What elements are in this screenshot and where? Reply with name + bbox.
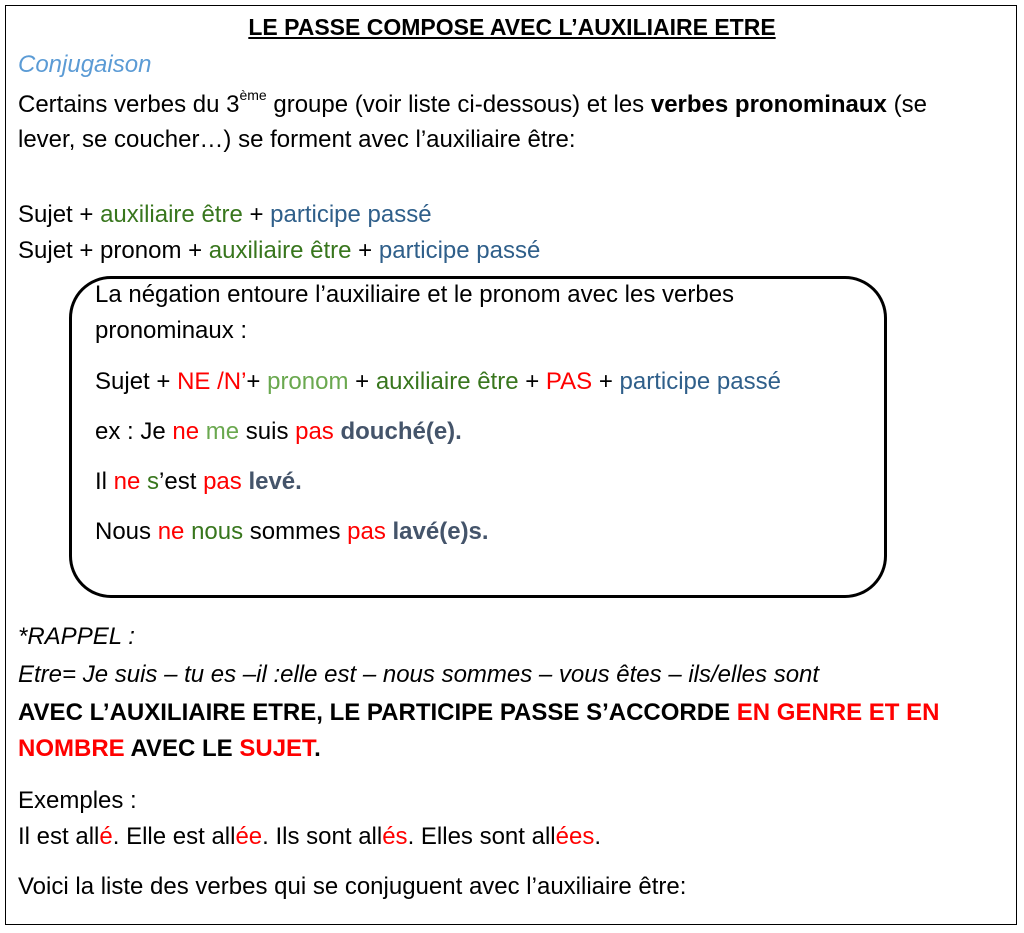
rule-caps-nombre: NOMBRE bbox=[18, 735, 125, 762]
negation-line-2: pronominaux : bbox=[95, 317, 248, 344]
ex2-pronoun: s bbox=[147, 468, 160, 495]
page-title: LE PASSE COMPOSE AVEC L’AUXILIAIRE ETRE bbox=[248, 14, 776, 40]
formula-1-aux: auxiliaire être bbox=[100, 201, 243, 228]
rule-caps-genre: EN GENRE ET EN bbox=[736, 699, 940, 726]
closing-line: Voici la liste des verbes qui se conjugu… bbox=[18, 873, 687, 900]
intro-line-2: lever, se coucher…) se forment avec l’au… bbox=[18, 126, 576, 153]
example-3-stem: . Ils sont all bbox=[262, 823, 383, 850]
ex2-pas: pas bbox=[203, 468, 242, 495]
negation-example-1: ex : Je ne me suis pas douché(e). bbox=[95, 417, 462, 447]
formula-2-aux: auxiliaire être bbox=[208, 237, 352, 264]
formula-2-subject: Sujet + pronom + bbox=[18, 237, 209, 264]
ex3-ne: ne bbox=[157, 518, 185, 545]
negation-example-2: Il ne s’est pas levé. bbox=[95, 467, 302, 497]
examples-heading: Exemples : bbox=[18, 787, 137, 814]
example-3-ending: és bbox=[382, 823, 408, 850]
rule-caps-text-b: AVEC LE bbox=[124, 735, 240, 762]
formula-1-plus: + bbox=[242, 201, 271, 228]
rule-aux: auxiliaire être bbox=[375, 368, 519, 395]
intro-text-b: groupe (voir liste ci-dessous) et les bbox=[266, 91, 651, 118]
document-frame bbox=[5, 5, 1017, 925]
formula-1-subject: Sujet + bbox=[18, 201, 101, 228]
example-4-stem: . Elles sont all bbox=[407, 823, 556, 850]
example-2-ending: ée bbox=[235, 823, 263, 850]
formula-2-plus: + bbox=[351, 237, 379, 264]
negation-example-3: Nous ne nous sommes pas lavé(e)s. bbox=[95, 517, 489, 547]
example-1-stem: Il est all bbox=[18, 823, 100, 850]
rule-pronom: pronom bbox=[267, 368, 349, 395]
ex1-space-1 bbox=[199, 418, 206, 445]
ex1-verb: douché(e). bbox=[340, 418, 462, 445]
ex3-verb: lavé(e)s. bbox=[392, 518, 489, 545]
formula-1: Sujet + auxiliaire être + participe pass… bbox=[18, 200, 432, 230]
negation-rule: Sujet + NE /N’+ pronom + auxiliaire être… bbox=[95, 367, 781, 397]
rule-caps-line-2: NOMBRE AVEC LE SUJET. bbox=[18, 734, 321, 764]
rule-caps-period: . bbox=[314, 735, 321, 762]
rule-caps-line-1: AVEC L’AUXILIAIRE ETRE, LE PARTICIPE PAS… bbox=[18, 698, 939, 728]
example-4-period: . bbox=[594, 823, 602, 850]
rule-caps-sujet: SUJET bbox=[239, 735, 315, 762]
ex3-text-a: Nous bbox=[95, 518, 158, 545]
rule-plus-2: + bbox=[348, 368, 376, 395]
ex1-pas: pas bbox=[295, 418, 334, 445]
formula-2: Sujet + pronom + auxiliaire être + parti… bbox=[18, 236, 540, 266]
example-1-ending: é bbox=[99, 823, 113, 850]
formula-2-participle: participe passé bbox=[378, 237, 541, 264]
rule-caps-text-a: AVEC L’AUXILIAIRE ETRE, LE PARTICIPE PAS… bbox=[18, 699, 737, 726]
intro-line-1: Certains verbes du 3ème groupe (voir lis… bbox=[18, 87, 927, 120]
rule-subject: Sujet + bbox=[95, 368, 178, 395]
ex3-pas: pas bbox=[347, 518, 386, 545]
examples-line: Il est allé. Elle est allée. Ils sont al… bbox=[18, 822, 601, 852]
rappel-conjugation: Etre= Je suis – tu es –il :elle est – no… bbox=[18, 661, 820, 688]
ex1-ne: ne bbox=[172, 418, 200, 445]
example-2-stem: . Elle est all bbox=[112, 823, 236, 850]
intro-superscript: ème bbox=[239, 87, 267, 103]
ex1-text-a: ex : Je bbox=[95, 418, 173, 445]
ex2-text-b: ’est bbox=[159, 468, 204, 495]
section-subtitle: Conjugaison bbox=[18, 51, 152, 78]
ex2-verb: levé. bbox=[248, 468, 302, 495]
rappel-heading: *RAPPEL : bbox=[18, 623, 135, 650]
ex3-text-b: sommes bbox=[243, 518, 348, 545]
rule-participle: participe passé bbox=[619, 368, 781, 395]
negation-box bbox=[69, 276, 887, 598]
intro-text-c: (se bbox=[886, 91, 927, 118]
ex2-ne: ne bbox=[113, 468, 141, 495]
rule-plus-3: + bbox=[518, 368, 546, 395]
ex1-text-b: suis bbox=[239, 418, 296, 445]
example-4-ending: ées bbox=[555, 823, 595, 850]
ex3-pronoun: nous bbox=[191, 518, 244, 545]
ex1-pronoun: me bbox=[205, 418, 240, 445]
rule-ne: NE /N’ bbox=[177, 368, 247, 395]
rule-pas: PAS bbox=[545, 368, 593, 395]
formula-1-participle: participe passé bbox=[270, 201, 432, 228]
negation-line-1: La négation entoure l’auxiliaire et le p… bbox=[95, 281, 735, 308]
ex3-space-2 bbox=[386, 518, 393, 545]
intro-bold-term: verbes pronominaux bbox=[650, 91, 887, 118]
intro-text-a: Certains verbes du 3 bbox=[18, 91, 240, 118]
ex2-text-a: Il bbox=[95, 468, 114, 495]
rule-plus-4: + bbox=[592, 368, 620, 395]
rule-plus-1: + bbox=[246, 368, 268, 395]
